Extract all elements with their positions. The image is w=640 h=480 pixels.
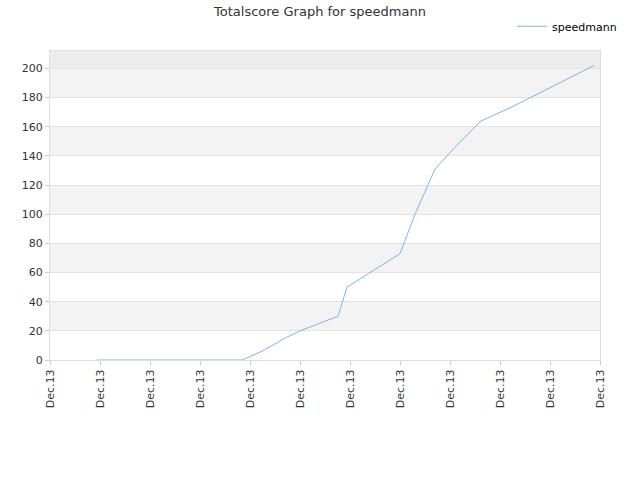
svg-text:Dec.13: Dec.13	[544, 369, 557, 408]
svg-text:100: 100	[22, 208, 43, 221]
svg-text:60: 60	[29, 266, 43, 279]
svg-text:180: 180	[22, 91, 43, 104]
svg-text:Dec.13: Dec.13	[444, 369, 457, 408]
svg-text:160: 160	[22, 121, 43, 134]
svg-text:40: 40	[29, 296, 43, 309]
svg-text:Dec.13: Dec.13	[344, 369, 357, 408]
svg-text:Dec.13: Dec.13	[594, 369, 607, 408]
svg-text:120: 120	[22, 179, 43, 192]
svg-text:Dec.13: Dec.13	[94, 369, 107, 408]
svg-text:140: 140	[22, 150, 43, 163]
svg-text:80: 80	[29, 237, 43, 250]
svg-text:20: 20	[29, 325, 43, 338]
svg-text:0: 0	[36, 354, 43, 367]
svg-text:Totalscore Graph for speedmann: Totalscore Graph for speedmann	[213, 4, 426, 19]
svg-text:Dec.13: Dec.13	[294, 369, 307, 408]
svg-text:Dec.13: Dec.13	[44, 369, 57, 408]
svg-text:speedmann: speedmann	[552, 21, 617, 34]
svg-text:Dec.13: Dec.13	[244, 369, 257, 408]
svg-text:200: 200	[22, 62, 43, 75]
svg-text:Dec.13: Dec.13	[144, 369, 157, 408]
svg-text:Dec.13: Dec.13	[394, 369, 407, 408]
svg-text:Dec.13: Dec.13	[494, 369, 507, 408]
svg-text:Dec.13: Dec.13	[194, 369, 207, 408]
